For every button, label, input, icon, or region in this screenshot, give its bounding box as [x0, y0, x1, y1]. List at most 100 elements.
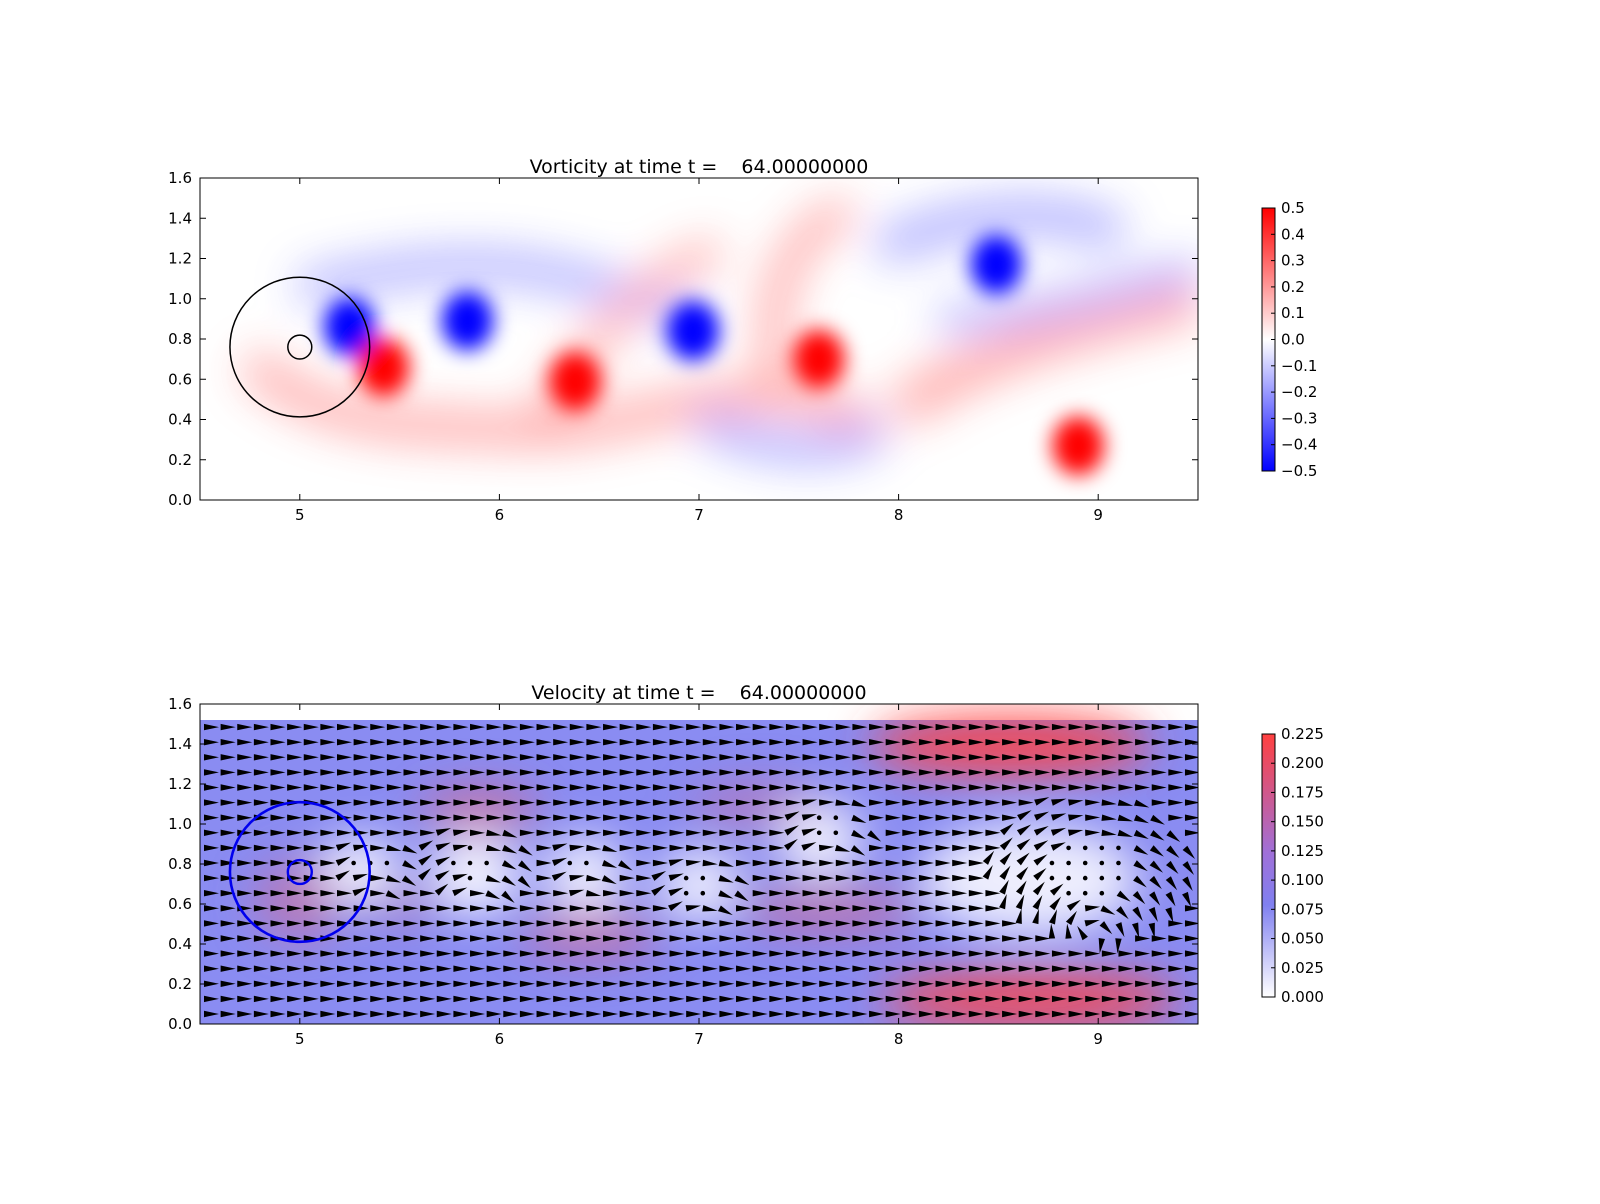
- quiver-arrow: [353, 754, 369, 761]
- quiver-arrow: [819, 859, 835, 867]
- quiver-arrow: [851, 814, 867, 823]
- quiver-arrow: [501, 890, 515, 903]
- quiver-arrow: [1065, 910, 1077, 926]
- quiver-arrow: [902, 723, 918, 731]
- quiver-arrow: [603, 1010, 619, 1018]
- quiver-arrow: [1048, 909, 1058, 925]
- quiver-arrow: [734, 890, 749, 902]
- quiver-arrow: [619, 829, 635, 836]
- quiver-dot: [467, 860, 473, 866]
- quiver-arrow: [968, 965, 984, 972]
- quiver-arrow: [320, 754, 336, 761]
- quiver-arrow: [1184, 905, 1198, 912]
- x-tick-label: 7: [694, 506, 704, 524]
- quiver-arrow: [603, 995, 619, 1003]
- quiver-arrow: [353, 950, 369, 957]
- quiver-arrow: [752, 1010, 768, 1018]
- quiver-arrow: [502, 829, 518, 838]
- quiver-arrow: [619, 965, 635, 972]
- quiver-arrow: [287, 965, 303, 972]
- quiver-arrow: [403, 1010, 419, 1018]
- y-tick-label: 0.6: [168, 370, 192, 388]
- quiver-arrow: [669, 769, 685, 776]
- quiver-arrow: [1033, 854, 1048, 866]
- quiver-arrow: [1168, 935, 1184, 942]
- quiver-arrow: [470, 784, 486, 791]
- quiver-arrow: [752, 814, 768, 821]
- quiver-arrow: [270, 723, 286, 731]
- quiver-arrow: [686, 935, 702, 942]
- quiver-arrow: [999, 837, 1013, 851]
- quiver-dot: [567, 860, 573, 866]
- quiver-arrow: [536, 905, 552, 912]
- quiver-arrow: [453, 950, 469, 957]
- quiver-arrow: [985, 769, 1001, 776]
- quiver-arrow: [1085, 739, 1101, 746]
- quiver-arrow: [952, 965, 968, 972]
- negative-vortex-core: [667, 301, 719, 361]
- quiver-arrow: [769, 799, 785, 806]
- quiver-arrow: [553, 754, 569, 761]
- quiver-arrow: [270, 769, 286, 776]
- quiver-arrow: [287, 844, 303, 852]
- quiver-arrow: [802, 754, 818, 761]
- quiver-arrow: [1101, 723, 1117, 731]
- quiver-arrow: [1165, 907, 1174, 923]
- quiver-arrow: [1050, 842, 1066, 851]
- quiver-arrow: [819, 935, 835, 942]
- y-tick-label: 0.0: [168, 1015, 192, 1033]
- quiver-arrow: [436, 1010, 452, 1018]
- quiver-arrow: [220, 995, 236, 1003]
- quiver-arrow: [1133, 829, 1149, 839]
- quiver-arrow: [702, 784, 718, 791]
- quiver-arrow: [1118, 784, 1134, 791]
- quiver-arrow: [968, 935, 984, 942]
- colorbar-tick-label: 0.2: [1281, 278, 1305, 296]
- quiver-arrow: [968, 1010, 984, 1018]
- quiver-arrow: [935, 739, 951, 746]
- quiver-arrow: [569, 980, 585, 987]
- quiver-arrow: [287, 814, 303, 821]
- quiver-dot: [1082, 875, 1088, 881]
- quiver-arrow: [420, 799, 436, 806]
- quiver-arrow: [619, 754, 635, 761]
- velocity-colorbar: 0.225 0.200 0.175 0.150 0.125 0.100 0.075 0.050…: [1261, 725, 1324, 1006]
- quiver-arrow: [270, 799, 286, 806]
- quiver-dot: [1099, 845, 1105, 851]
- quiver-arrow: [436, 995, 452, 1003]
- quiver-arrow: [303, 995, 319, 1003]
- quiver-arrow: [337, 829, 353, 836]
- velocity-overlays: [228, 800, 371, 944]
- quiver-arrow: [669, 965, 685, 972]
- quiver-arrow: [952, 739, 968, 746]
- quiver-arrow: [519, 920, 535, 927]
- quiver-arrow: [220, 890, 236, 897]
- quiver-arrow: [536, 844, 552, 852]
- quiver-arrow: [652, 1010, 668, 1018]
- quiver-arrow: [952, 905, 968, 912]
- quiver-arrow: [769, 935, 785, 942]
- quiver-arrow: [287, 905, 303, 912]
- velocity-quiver: [203, 723, 1198, 1018]
- quiver-arrow: [686, 950, 702, 957]
- quiver-arrow: [885, 935, 901, 942]
- quiver-arrow: [536, 829, 552, 836]
- quiver-arrow: [902, 799, 918, 806]
- quiver-arrow: [603, 905, 619, 912]
- quiver-arrow: [1184, 1010, 1198, 1018]
- quiver-arrow: [553, 965, 569, 972]
- quiver-arrow: [736, 829, 752, 836]
- quiver-arrow: [585, 890, 602, 897]
- quiver-arrow: [553, 739, 569, 746]
- quiver-arrow: [719, 723, 735, 731]
- quiver-dot: [1066, 860, 1071, 866]
- quiver-arrow: [603, 980, 619, 987]
- y-tick-label: 0.2: [168, 451, 192, 469]
- quiver-arrow: [1035, 739, 1051, 746]
- quiver-arrow: [719, 920, 735, 927]
- quiver-arrow: [702, 920, 718, 927]
- quiver-arrow: [819, 874, 835, 882]
- quiver-arrow: [619, 995, 635, 1003]
- quiver-arrow: [619, 874, 635, 882]
- quiver-arrow: [253, 829, 269, 836]
